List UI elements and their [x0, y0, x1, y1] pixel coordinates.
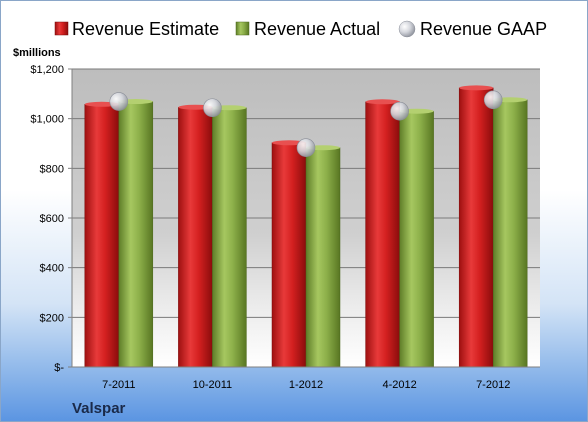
bars: [84, 85, 528, 368]
legend-swatch-actual: [235, 21, 250, 36]
bar-revenue-estimate: [365, 101, 400, 368]
marker-revenue-gaap: [109, 92, 129, 111]
bar-revenue-actual: [118, 101, 154, 368]
y-tick-label: $800: [40, 163, 64, 175]
x-axis-ticks: 7-2011 10-2011 1-2012 4-2012 7-2012: [102, 379, 510, 391]
y-tick-label: $600: [40, 213, 64, 225]
legend-label-estimate: Revenue Estimate: [72, 19, 219, 39]
x-tick-label: 4-2012: [382, 379, 416, 391]
bar-revenue-actual: [212, 107, 247, 368]
x-tick-label: 10-2011: [193, 379, 233, 391]
y-tick-label: $1,200: [30, 64, 64, 76]
marker-revenue-gaap: [483, 90, 503, 110]
bar-revenue-actual: [399, 110, 434, 368]
bar-revenue-actual: [492, 99, 528, 368]
y-tick-label: $-: [54, 362, 64, 374]
x-tick-label: 1-2012: [289, 379, 323, 391]
marker-revenue-gaap: [296, 138, 316, 158]
marker-revenue-gaap: [390, 101, 409, 121]
y-tick-label: $1,000: [30, 114, 64, 126]
y-axis-unit-label: $millions: [13, 47, 61, 59]
legend-marker-gaap: [398, 20, 416, 38]
legend-label-actual: Revenue Actual: [254, 19, 380, 39]
marker-revenue-gaap: [203, 98, 222, 118]
y-tick-label: $200: [40, 312, 64, 324]
bar-revenue-estimate: [84, 104, 120, 368]
y-tick-label: $400: [40, 263, 64, 275]
legend: Revenue Estimate Revenue Actual Revenue …: [54, 19, 547, 39]
company-name: Valspar: [72, 400, 126, 417]
y-axis-ticks: $- $200 $400 $600 $800 $1,000 $1,200: [30, 64, 64, 374]
bar-revenue-actual: [305, 147, 341, 368]
bar-top-estimate: [459, 85, 494, 91]
x-tick-label: 7-2012: [476, 379, 510, 391]
legend-swatch-estimate: [54, 21, 69, 36]
bar-revenue-estimate: [458, 87, 494, 368]
x-tick-label: 7-2011: [102, 379, 135, 391]
bar-revenue-estimate: [178, 106, 213, 368]
legend-label-gaap: Revenue GAAP: [420, 19, 547, 39]
bar-top-estimate: [365, 99, 400, 105]
bar-revenue-estimate: [271, 142, 307, 368]
